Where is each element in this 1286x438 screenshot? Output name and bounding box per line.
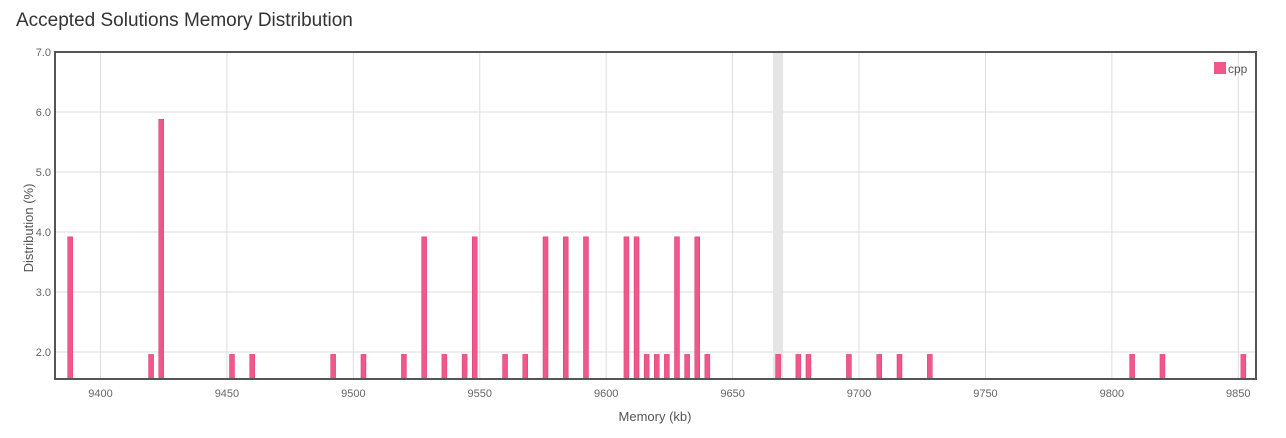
x-tick-label: 9400 <box>88 388 112 400</box>
bar[interactable] <box>229 354 235 380</box>
legend[interactable]: cpp <box>1214 62 1248 76</box>
bar[interactable] <box>471 236 478 380</box>
bar[interactable] <box>896 354 903 380</box>
y-tick-label: 7.0 <box>36 47 51 59</box>
bars <box>67 118 1247 380</box>
highlight-layer <box>773 52 784 379</box>
bar[interactable] <box>654 354 660 380</box>
bar[interactable] <box>158 118 164 380</box>
chart-title: Accepted Solutions Memory Distribution <box>16 10 353 31</box>
bar[interactable] <box>775 354 781 380</box>
x-tick-label: 9600 <box>594 388 618 400</box>
legend-swatch-cpp <box>1214 62 1226 74</box>
bar[interactable] <box>421 236 427 380</box>
bar[interactable] <box>1240 354 1247 380</box>
bar[interactable] <box>1129 354 1135 380</box>
y-tick-label: 5.0 <box>36 167 51 179</box>
x-tick-label: 9650 <box>720 388 744 400</box>
y-tick-label: 2.0 <box>36 347 51 359</box>
x-tick-label: 9700 <box>847 388 871 400</box>
bar[interactable] <box>148 354 154 380</box>
bar[interactable] <box>704 354 711 380</box>
bar[interactable] <box>330 354 336 380</box>
bar[interactable] <box>876 354 883 380</box>
x-tick-labels: 9400 9450 9500 9550 9600 9650 9700 9750 9800 9850 <box>88 388 1250 400</box>
bar[interactable] <box>249 354 255 380</box>
bar[interactable] <box>522 354 529 380</box>
x-tick-label: 9800 <box>1100 388 1124 400</box>
bar[interactable] <box>461 354 468 380</box>
x-tick-label: 9850 <box>1226 388 1250 400</box>
bar[interactable] <box>805 354 812 380</box>
bar[interactable] <box>694 236 700 380</box>
bar[interactable] <box>623 236 630 380</box>
bar[interactable] <box>502 354 508 380</box>
y-tick-label: 3.0 <box>36 287 51 299</box>
bar[interactable] <box>674 236 680 380</box>
x-axis-label: Memory (kb) <box>619 409 692 424</box>
bar[interactable] <box>401 354 407 380</box>
bar[interactable] <box>846 354 852 380</box>
bar[interactable] <box>1159 354 1166 380</box>
bar[interactable] <box>441 354 448 380</box>
bar[interactable] <box>643 354 650 380</box>
y-tick-label: 6.0 <box>36 107 51 119</box>
bar[interactable] <box>633 236 640 380</box>
bar[interactable] <box>542 236 549 380</box>
bar[interactable] <box>927 354 933 380</box>
x-tick-label: 9500 <box>341 388 365 400</box>
y-axis-label: Distribution (%) <box>21 184 36 273</box>
bar[interactable] <box>562 236 569 380</box>
bar[interactable] <box>684 354 690 380</box>
x-tick-label: 9750 <box>973 388 997 400</box>
y-tick-label: 4.0 <box>36 227 51 239</box>
bar[interactable] <box>583 236 589 380</box>
grid <box>55 51 1256 379</box>
bar[interactable] <box>795 354 802 380</box>
bar[interactable] <box>67 236 73 380</box>
y-tick-labels: 2.0 3.0 4.0 5.0 6.0 7.0 <box>36 47 51 359</box>
bar[interactable] <box>360 354 367 380</box>
hover-highlight <box>773 52 784 379</box>
bar[interactable] <box>664 354 670 380</box>
x-tick-label: 9450 <box>215 388 239 400</box>
legend-label-cpp: cpp <box>1228 62 1248 76</box>
x-tick-label: 9550 <box>468 388 492 400</box>
plot-frame <box>54 51 1257 380</box>
